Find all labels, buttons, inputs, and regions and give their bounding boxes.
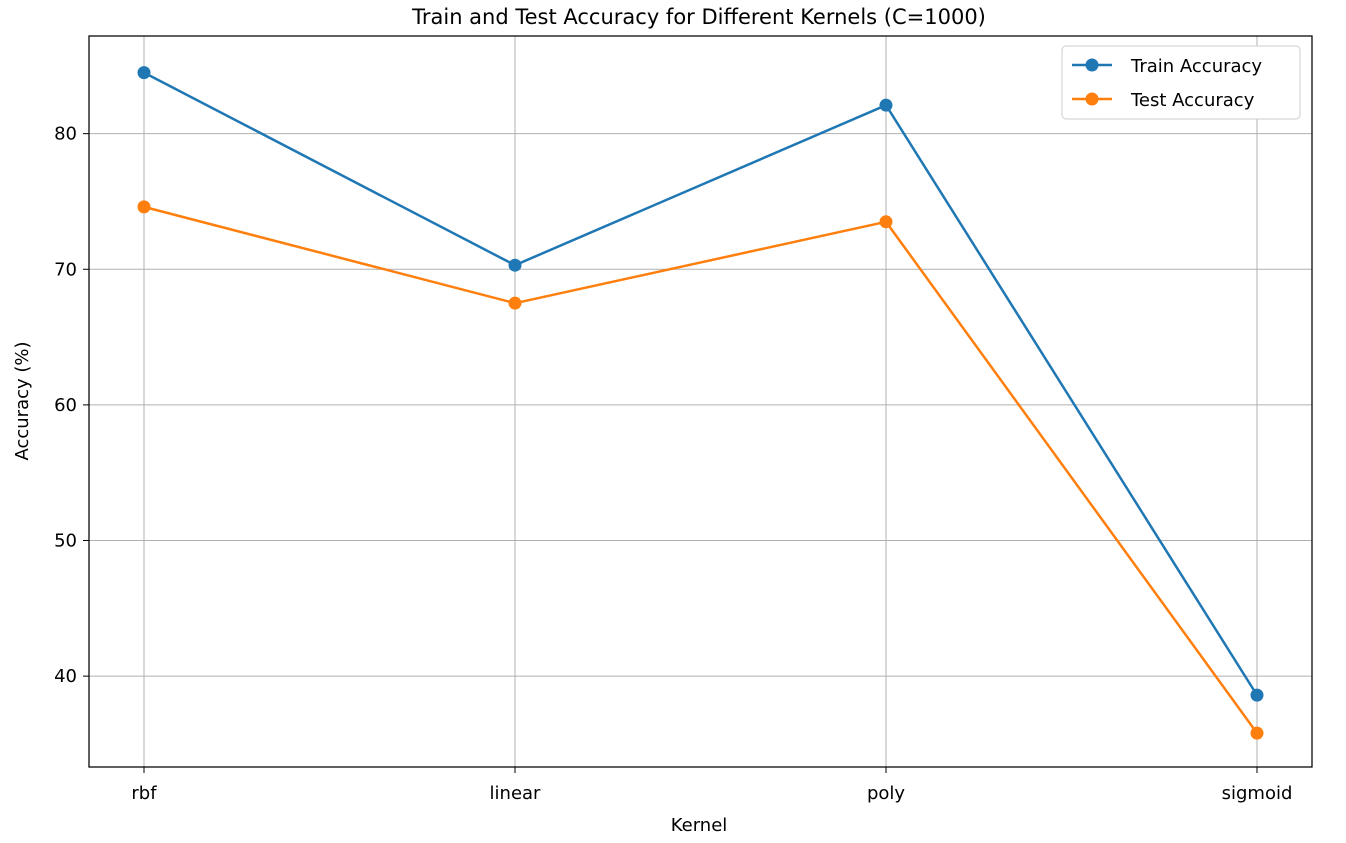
train-accuracy-point: [508, 258, 522, 272]
x-tick-label: rbf: [131, 783, 157, 804]
y-tick-label: 60: [54, 395, 77, 416]
train-accuracy-point: [137, 66, 151, 80]
plot-area: [88, 35, 1313, 768]
test-accuracy-line: [143, 205, 1259, 734]
legend-test-label: Test Accuracy: [1130, 90, 1255, 111]
legend-train-marker: [1085, 58, 1099, 72]
x-tick-label: sigmoid: [1222, 783, 1293, 804]
x-tick-label: poly: [867, 783, 905, 804]
y-tick-label: 40: [54, 666, 77, 687]
train-accuracy-point: [879, 98, 893, 112]
legend-test-marker: [1085, 92, 1099, 106]
legend-box: [1061, 45, 1301, 120]
train-accuracy-point: [1250, 688, 1264, 702]
series-layer: [137, 66, 1264, 740]
chart-title: Train and Test Accuracy for Different Ke…: [411, 5, 986, 29]
x-tick-label: linear: [490, 783, 542, 804]
grid-layer: [89, 36, 1312, 767]
test-accuracy-point: [1250, 726, 1264, 740]
test-accuracy-point: [508, 296, 522, 310]
y-axis-label: Accuracy (%): [12, 341, 33, 460]
y-tick-label: 50: [54, 531, 77, 552]
test-accuracy-point: [137, 200, 151, 214]
y-tick-label: 80: [54, 124, 77, 145]
y-tick-label: 70: [54, 259, 77, 280]
test-accuracy-point: [879, 215, 893, 229]
y-axis-ticks: 40 50 60 70 80: [54, 124, 89, 687]
legend: Train Accuracy Test Accuracy: [1061, 45, 1301, 120]
legend-train-label: Train Accuracy: [1130, 56, 1262, 77]
x-axis-label: Kernel: [671, 815, 728, 836]
x-axis-ticks: rbf linear poly sigmoid: [131, 767, 1292, 804]
train-accuracy-line: [143, 71, 1259, 696]
